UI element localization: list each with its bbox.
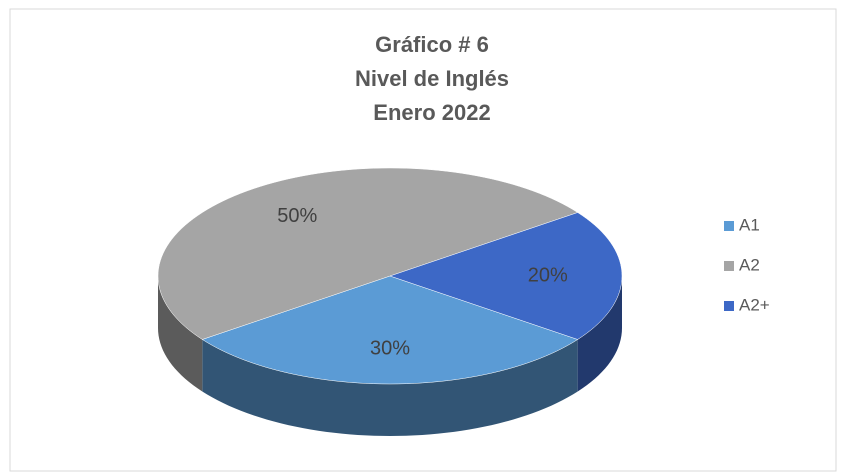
data-label: 50%: [277, 205, 317, 227]
pie-slice: [157, 167, 579, 340]
pie-slice: [389, 212, 623, 340]
pie-side: [577, 276, 622, 392]
data-label: 30%: [370, 338, 410, 360]
pie-side: [202, 339, 578, 436]
legend-swatch: [724, 261, 734, 271]
legend-label: A2: [739, 255, 760, 274]
pie-slice: [201, 275, 579, 385]
legend-label: A1: [739, 215, 760, 234]
data-label: 20%: [528, 264, 568, 286]
chart-title: Nivel de Inglés: [355, 66, 509, 91]
legend-swatch: [724, 301, 734, 311]
legend-swatch: [724, 221, 734, 231]
pie-side: [158, 276, 203, 392]
legend-label: A2+: [739, 295, 770, 314]
chart-title: Enero 2022: [373, 100, 490, 125]
chart-title: Gráfico # 6: [375, 32, 489, 57]
